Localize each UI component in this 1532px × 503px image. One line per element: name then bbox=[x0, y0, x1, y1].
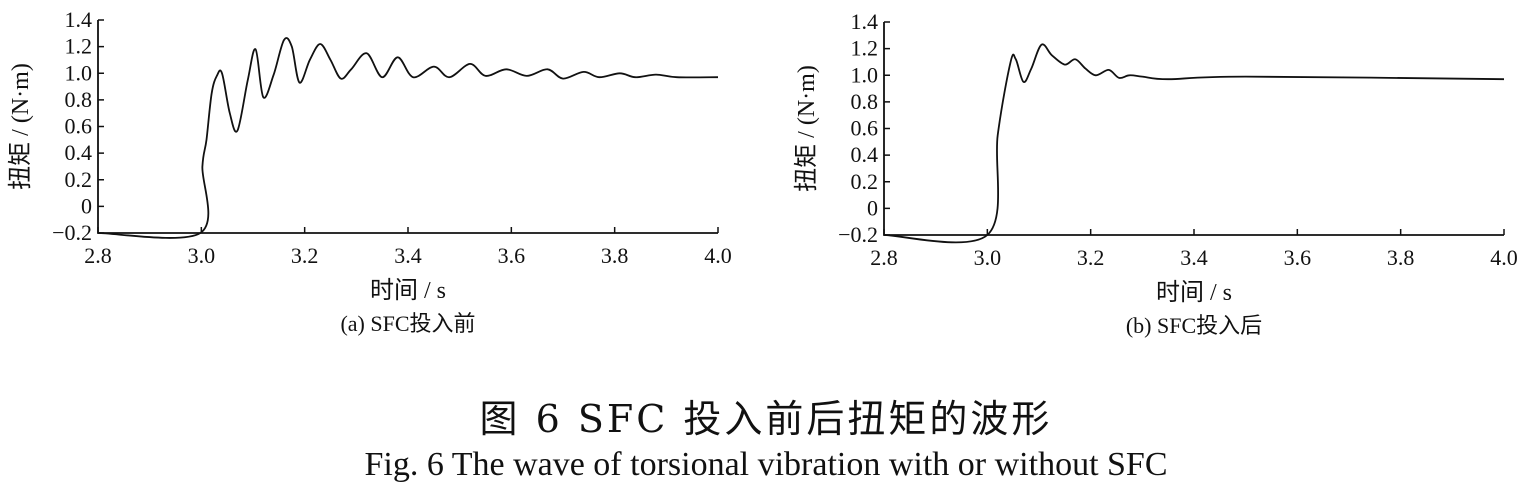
chart-a-series-line bbox=[97, 37, 719, 239]
chart-b-subtitle: (b) SFC投入后 bbox=[1126, 313, 1262, 338]
chart-b-series-line bbox=[883, 43, 1505, 244]
chart-a-ylabel: 扭矩 / (N·m) bbox=[7, 63, 34, 190]
chart-a-x-tick-label: 2.8 bbox=[84, 243, 112, 268]
chart-a-x-tick-label: 3.6 bbox=[498, 243, 526, 268]
chart-b-y-ticks: 1.41.21.00.80.60.40.20−0.2 bbox=[838, 9, 890, 247]
figure-caption-chinese: 图 6 SFC 投入前后扭矩的波形 bbox=[479, 397, 1053, 441]
chart-b-y-tick-label: 0.8 bbox=[851, 89, 879, 114]
chart-a-x-tick-label: 3.4 bbox=[394, 243, 422, 268]
chart-b-x-tick-label: 3.0 bbox=[974, 245, 1002, 270]
chart-a-y-tick-label: 1.4 bbox=[65, 7, 93, 32]
chart-b-y-tick-label: −0.2 bbox=[838, 222, 878, 247]
chart-b-x-tick-label: 3.6 bbox=[1284, 245, 1312, 270]
chart-b-y-tick-label: 0.4 bbox=[851, 142, 879, 167]
chart-b-x-tick-label: 3.2 bbox=[1077, 245, 1105, 270]
chart-a: 2.8 3.0 3.2 3.4 3.6 3.8 4.0 1.41.21.00.80.60.4… bbox=[7, 7, 732, 336]
chart-b-y-tick-label: 0.6 bbox=[851, 116, 879, 141]
chart-b-y-tick-label: 1.2 bbox=[851, 36, 879, 61]
chart-b-xlabel: 时间 / s bbox=[1156, 279, 1232, 306]
chart-b-y-tick-label: 1.4 bbox=[851, 9, 879, 34]
chart-a-y-tick-label: 1.2 bbox=[65, 34, 93, 59]
chart-a-y-ticks: 1.41.21.00.80.60.40.20−0.2 bbox=[52, 7, 104, 245]
chart-a-y-tick-label: 0 bbox=[81, 193, 92, 218]
chart-b-ylabel: 扭矩 / (N·m) bbox=[793, 65, 820, 192]
chart-b-x-ticks: 2.8 3.0 3.2 3.4 3.6 3.8 4.0 bbox=[870, 229, 1518, 270]
chart-b-x-tick-label: 3.4 bbox=[1180, 245, 1208, 270]
chart-b-y-tick-label: 0 bbox=[867, 195, 878, 220]
chart-a-axes bbox=[97, 20, 718, 234]
chart-a-x-ticks: 2.8 3.0 3.2 3.4 3.6 3.8 4.0 bbox=[84, 227, 732, 268]
chart-b: 2.8 3.0 3.2 3.4 3.6 3.8 4.0 1.41.21.00.80.60.4… bbox=[793, 9, 1518, 338]
chart-a-x-tick-label: 3.2 bbox=[291, 243, 319, 268]
chart-b-y-tick-label: 1.0 bbox=[851, 62, 879, 87]
chart-b-x-tick-label: 3.8 bbox=[1387, 245, 1415, 270]
chart-b-y-tick-label: 0.2 bbox=[851, 169, 879, 194]
chart-a-y-tick-label: 0.4 bbox=[65, 140, 93, 165]
chart-a-y-tick-label: 1.0 bbox=[65, 60, 93, 85]
chart-a-subtitle: (a) SFC投入前 bbox=[340, 311, 475, 336]
chart-a-x-tick-label: 3.0 bbox=[188, 243, 216, 268]
chart-a-y-tick-label: 0.6 bbox=[65, 114, 93, 139]
chart-a-xlabel: 时间 / s bbox=[370, 277, 446, 304]
chart-a-y-tick-label: 0.2 bbox=[65, 167, 93, 192]
chart-a-y-tick-label: −0.2 bbox=[52, 220, 92, 245]
chart-a-x-tick-label: 3.8 bbox=[601, 243, 629, 268]
chart-a-x-tick-label: 4.0 bbox=[704, 243, 732, 268]
chart-b-axes bbox=[883, 22, 1504, 236]
figure-caption-english: Fig. 6 The wave of torsional vibration w… bbox=[364, 446, 1168, 483]
chart-b-x-tick-label: 2.8 bbox=[870, 245, 898, 270]
chart-a-y-tick-label: 0.8 bbox=[65, 87, 93, 112]
chart-b-x-tick-label: 4.0 bbox=[1490, 245, 1518, 270]
